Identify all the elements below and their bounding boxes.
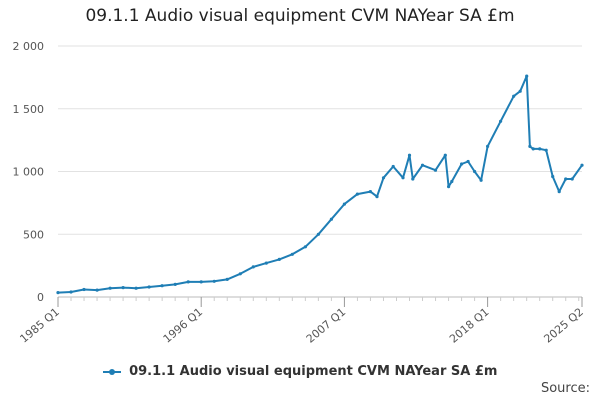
- data-point[interactable]: [160, 284, 164, 288]
- data-point[interactable]: [82, 287, 86, 292]
- data-point[interactable]: [381, 176, 386, 180]
- data-point[interactable]: [551, 174, 555, 179]
- data-point[interactable]: [303, 245, 307, 249]
- gridlines: [58, 45, 582, 235]
- data-point[interactable]: [466, 159, 470, 164]
- data-point[interactable]: [544, 148, 548, 152]
- x-axis-tick-labels: 1985 Q1 1996 Q1 2007 Q1 2018 Q1 2025 Q2: [17, 305, 585, 345]
- data-point[interactable]: [443, 153, 447, 157]
- data-point[interactable]: [557, 190, 561, 194]
- data-point[interactable]: [316, 232, 320, 236]
- data-point[interactable]: [391, 164, 395, 169]
- data-point[interactable]: [450, 179, 454, 184]
- x-tick-label: 1985 Q1: [17, 305, 61, 345]
- x-tick-label: 2018 Q1: [447, 305, 491, 345]
- data-point[interactable]: [407, 153, 412, 157]
- data-point[interactable]: [570, 177, 574, 181]
- y-tick-label: 0: [37, 291, 44, 304]
- y-axis-tick-labels: 0 500 1 000 1 500 2 000: [13, 40, 45, 304]
- data-point[interactable]: [342, 202, 346, 206]
- data-point[interactable]: [447, 185, 451, 189]
- data-point[interactable]: [401, 176, 405, 180]
- data-point[interactable]: [173, 282, 177, 286]
- data-point[interactable]: [251, 265, 255, 269]
- data-point[interactable]: [355, 192, 359, 196]
- data-point[interactable]: [564, 177, 568, 181]
- data-point[interactable]: [411, 177, 415, 181]
- data-point[interactable]: [212, 279, 216, 283]
- y-tick-label: 2 000: [13, 40, 45, 53]
- data-point[interactable]: [580, 163, 584, 167]
- data-point[interactable]: [538, 147, 542, 151]
- data-point[interactable]: [225, 277, 229, 281]
- data-point[interactable]: [499, 119, 503, 123]
- y-tick-label: 500: [23, 228, 44, 241]
- series-group: [56, 74, 584, 295]
- data-point[interactable]: [121, 286, 125, 290]
- data-point[interactable]: [460, 162, 464, 166]
- data-point[interactable]: [433, 168, 438, 172]
- data-point[interactable]: [518, 89, 522, 93]
- data-point[interactable]: [264, 261, 268, 265]
- data-point[interactable]: [420, 163, 425, 167]
- x-axis: [57, 296, 583, 307]
- data-point[interactable]: [512, 94, 516, 98]
- data-point[interactable]: [368, 190, 372, 194]
- data-point[interactable]: [199, 280, 203, 284]
- data-point[interactable]: [531, 147, 535, 151]
- data-point[interactable]: [528, 144, 532, 148]
- data-point[interactable]: [329, 217, 333, 221]
- x-tick-label: 1996 Q1: [161, 305, 205, 345]
- data-point[interactable]: [479, 178, 483, 182]
- y-tick-label: 1 000: [13, 166, 45, 179]
- data-point[interactable]: [375, 195, 379, 199]
- data-point[interactable]: [238, 272, 242, 276]
- x-tick-label: 2025 Q2: [541, 305, 585, 345]
- legend[interactable]: 09.1.1 Audio visual equipment CVM NAYear…: [0, 364, 600, 379]
- data-point[interactable]: [186, 280, 190, 284]
- data-point[interactable]: [134, 286, 138, 290]
- x-tick-label: 2007 Q1: [304, 305, 348, 345]
- data-point[interactable]: [525, 74, 529, 78]
- data-point[interactable]: [290, 252, 294, 256]
- data-point[interactable]: [277, 257, 281, 261]
- data-point[interactable]: [473, 169, 477, 174]
- data-point[interactable]: [56, 291, 60, 295]
- data-point[interactable]: [95, 288, 99, 292]
- legend-label: 09.1.1 Audio visual equipment CVM NAYear…: [129, 364, 498, 379]
- data-point[interactable]: [69, 290, 73, 294]
- data-point[interactable]: [486, 144, 490, 148]
- data-point[interactable]: [108, 286, 112, 290]
- data-point[interactable]: [147, 285, 151, 289]
- legend-swatch-icon: [102, 367, 121, 377]
- chart-title: 09.1.1 Audio visual equipment CVM NAYear…: [85, 6, 515, 26]
- y-tick-label: 1 500: [13, 103, 45, 116]
- series-line: [57, 75, 583, 294]
- source-label: Source:: [540, 381, 590, 396]
